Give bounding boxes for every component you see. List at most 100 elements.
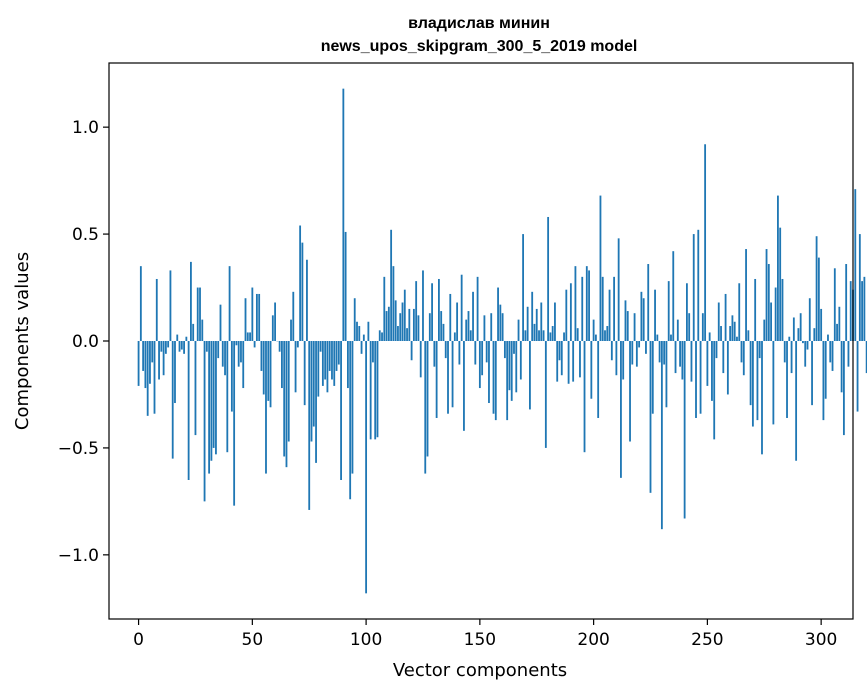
bar-303 xyxy=(827,334,829,341)
bar-85 xyxy=(331,341,333,380)
bar-161 xyxy=(503,341,506,359)
bar-183 xyxy=(554,302,556,341)
bar-8 xyxy=(155,278,158,341)
bar-152 xyxy=(483,315,486,341)
bar-272 xyxy=(756,341,759,421)
x-tick-label: 50 xyxy=(242,630,264,650)
bar-200 xyxy=(592,319,595,341)
bar-97 xyxy=(358,326,361,341)
bar-218 xyxy=(633,313,636,341)
bar-271 xyxy=(754,278,757,341)
bar-211 xyxy=(617,238,620,341)
bar-193 xyxy=(576,328,579,341)
bar-223 xyxy=(645,341,647,354)
bar-292 xyxy=(802,341,804,344)
bar-24 xyxy=(192,323,195,341)
bar-102 xyxy=(369,341,372,440)
bar-309 xyxy=(840,341,843,393)
bar-122 xyxy=(415,281,418,341)
bar-148 xyxy=(474,341,477,365)
bar-225 xyxy=(649,341,652,493)
bar-100 xyxy=(365,341,368,594)
bar-257 xyxy=(722,341,725,374)
bar-198 xyxy=(588,270,590,341)
bar-141 xyxy=(458,341,461,365)
bar-30 xyxy=(205,341,208,352)
bar-230 xyxy=(660,341,663,530)
bar-151 xyxy=(481,341,484,376)
bar-109 xyxy=(385,311,388,341)
bar-28 xyxy=(201,319,204,341)
bar-244 xyxy=(692,234,695,341)
bar-33 xyxy=(212,341,215,448)
bar-47 xyxy=(244,298,247,341)
bar-153 xyxy=(485,341,488,363)
bar-18 xyxy=(178,341,181,352)
bar-253 xyxy=(713,341,716,440)
bar-269 xyxy=(749,341,752,406)
bar-40 xyxy=(228,266,231,341)
bar-282 xyxy=(779,227,782,341)
bar-27 xyxy=(199,287,201,341)
bar-58 xyxy=(269,341,272,408)
bar-16 xyxy=(174,341,176,404)
bar-37 xyxy=(221,341,224,367)
bar-209 xyxy=(613,276,616,341)
bar-297 xyxy=(813,328,816,341)
bar-132 xyxy=(438,278,440,341)
bar-106 xyxy=(378,330,381,341)
bar-304 xyxy=(829,341,832,363)
bar-14 xyxy=(169,270,172,341)
bar-203 xyxy=(599,195,602,341)
bar-172 xyxy=(529,341,531,410)
bar-228 xyxy=(656,334,659,341)
bar-5 xyxy=(149,341,151,384)
bar-242 xyxy=(688,313,691,341)
bar-71 xyxy=(299,225,302,341)
bar-295 xyxy=(808,298,811,341)
bar-19 xyxy=(180,341,183,350)
bar-180 xyxy=(547,216,550,341)
bar-126 xyxy=(424,341,427,474)
bar-130 xyxy=(433,341,436,367)
bar-51 xyxy=(253,341,256,348)
bar-72 xyxy=(301,242,304,341)
bar-169 xyxy=(522,234,524,341)
bar-247 xyxy=(699,341,702,414)
bar-139 xyxy=(453,332,456,341)
bar-154 xyxy=(488,341,490,404)
bar-221 xyxy=(640,291,643,341)
bar-276 xyxy=(765,249,768,341)
bar-2 xyxy=(142,341,145,371)
bar-50 xyxy=(251,287,254,341)
bar-150 xyxy=(478,341,481,389)
bar-95 xyxy=(353,298,356,341)
bar-140 xyxy=(456,302,459,341)
bar-142 xyxy=(460,274,463,341)
bar-239 xyxy=(681,341,684,380)
bar-137 xyxy=(449,293,452,341)
bar-89 xyxy=(340,341,342,480)
bar-214 xyxy=(624,300,627,341)
bar-70 xyxy=(296,341,299,348)
bar-147 xyxy=(472,291,474,341)
bar-93 xyxy=(349,341,352,500)
bar-53 xyxy=(258,293,261,341)
bar-317 xyxy=(858,234,861,341)
bar-224 xyxy=(647,264,650,341)
bar-312 xyxy=(847,341,850,367)
bar-204 xyxy=(601,276,604,341)
bar-319 xyxy=(863,276,866,341)
bar-29 xyxy=(203,341,206,502)
bar-73 xyxy=(303,341,306,406)
bar-199 xyxy=(590,341,593,399)
bar-285 xyxy=(786,341,788,418)
bar-7 xyxy=(153,341,156,414)
bar-135 xyxy=(444,341,447,359)
bar-284 xyxy=(783,341,786,363)
bar-233 xyxy=(667,281,670,341)
bar-44 xyxy=(237,341,240,367)
bar-129 xyxy=(431,283,433,341)
bar-54 xyxy=(260,341,263,371)
bar-308 xyxy=(838,306,841,341)
